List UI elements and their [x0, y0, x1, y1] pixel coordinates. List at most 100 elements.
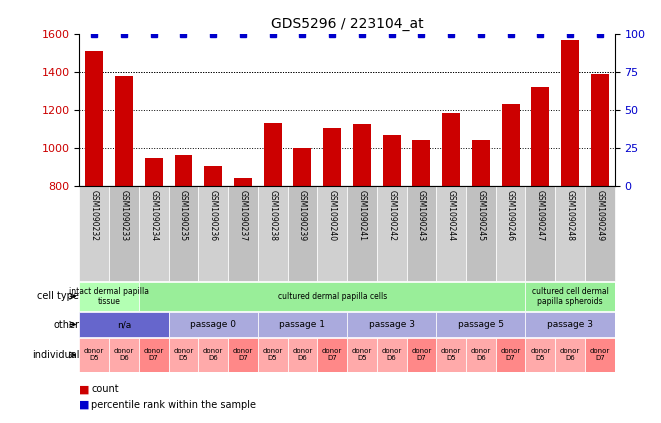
Text: donor
D6: donor D6 — [203, 349, 223, 361]
FancyBboxPatch shape — [79, 282, 139, 311]
Text: donor
D6: donor D6 — [560, 349, 580, 361]
FancyBboxPatch shape — [347, 338, 377, 371]
FancyBboxPatch shape — [347, 312, 436, 337]
FancyBboxPatch shape — [317, 338, 347, 371]
Text: GSM1090238: GSM1090238 — [268, 190, 277, 242]
FancyBboxPatch shape — [436, 312, 525, 337]
FancyBboxPatch shape — [317, 186, 347, 281]
Text: GSM1090243: GSM1090243 — [417, 190, 426, 242]
FancyBboxPatch shape — [198, 186, 228, 281]
FancyBboxPatch shape — [258, 338, 288, 371]
Bar — [234, 178, 252, 186]
Text: cell type: cell type — [38, 291, 79, 301]
Bar — [264, 123, 282, 186]
Text: passage 0: passage 0 — [190, 320, 236, 329]
Text: ■: ■ — [79, 400, 90, 410]
Text: donor
D7: donor D7 — [322, 349, 342, 361]
FancyBboxPatch shape — [79, 312, 169, 337]
Text: GSM1090235: GSM1090235 — [179, 190, 188, 242]
Bar — [561, 41, 579, 186]
Text: passage 5: passage 5 — [458, 320, 504, 329]
Bar — [591, 74, 609, 186]
FancyBboxPatch shape — [585, 338, 615, 371]
FancyBboxPatch shape — [169, 338, 198, 371]
FancyBboxPatch shape — [555, 186, 585, 281]
Bar — [293, 148, 311, 186]
Bar — [85, 51, 103, 186]
FancyBboxPatch shape — [109, 186, 139, 281]
FancyBboxPatch shape — [525, 338, 555, 371]
FancyBboxPatch shape — [436, 338, 466, 371]
Text: GSM1090245: GSM1090245 — [477, 190, 485, 242]
FancyBboxPatch shape — [169, 186, 198, 281]
FancyBboxPatch shape — [139, 186, 169, 281]
Text: donor
D5: donor D5 — [530, 349, 551, 361]
Text: cultured cell dermal
papilla spheroids: cultured cell dermal papilla spheroids — [531, 287, 609, 306]
Bar — [115, 76, 133, 186]
Text: donor
D5: donor D5 — [84, 349, 104, 361]
FancyBboxPatch shape — [258, 186, 288, 281]
Text: GSM1090232: GSM1090232 — [90, 190, 98, 242]
Text: donor
D7: donor D7 — [233, 349, 253, 361]
FancyBboxPatch shape — [139, 338, 169, 371]
FancyBboxPatch shape — [466, 338, 496, 371]
FancyBboxPatch shape — [496, 338, 525, 371]
FancyBboxPatch shape — [585, 186, 615, 281]
FancyBboxPatch shape — [288, 338, 317, 371]
Text: GSM1090240: GSM1090240 — [328, 190, 336, 242]
Text: GSM1090241: GSM1090241 — [358, 190, 366, 242]
Text: GSM1090247: GSM1090247 — [536, 190, 545, 242]
FancyBboxPatch shape — [79, 338, 109, 371]
FancyBboxPatch shape — [377, 338, 407, 371]
Text: GSM1090237: GSM1090237 — [239, 190, 247, 242]
Text: passage 3: passage 3 — [369, 320, 414, 329]
Text: GSM1090236: GSM1090236 — [209, 190, 217, 242]
Text: GSM1090242: GSM1090242 — [387, 190, 396, 242]
FancyBboxPatch shape — [79, 186, 109, 281]
Text: donor
D6: donor D6 — [471, 349, 491, 361]
Bar — [472, 140, 490, 186]
Bar — [323, 128, 341, 186]
FancyBboxPatch shape — [169, 312, 258, 337]
Bar — [353, 124, 371, 186]
FancyBboxPatch shape — [555, 338, 585, 371]
FancyBboxPatch shape — [377, 186, 407, 281]
Bar — [502, 104, 520, 186]
FancyBboxPatch shape — [466, 186, 496, 281]
FancyBboxPatch shape — [139, 282, 525, 311]
Text: percentile rank within the sample: percentile rank within the sample — [91, 400, 256, 410]
Text: donor
D5: donor D5 — [173, 349, 194, 361]
Text: individual: individual — [32, 350, 79, 360]
Text: donor
D6: donor D6 — [114, 349, 134, 361]
FancyBboxPatch shape — [347, 186, 377, 281]
Text: other: other — [54, 319, 79, 330]
FancyBboxPatch shape — [288, 186, 317, 281]
Text: ■: ■ — [79, 385, 90, 394]
Text: donor
D7: donor D7 — [590, 349, 610, 361]
Bar — [531, 87, 549, 186]
Text: donor
D5: donor D5 — [441, 349, 461, 361]
Text: passage 3: passage 3 — [547, 320, 593, 329]
Text: donor
D7: donor D7 — [411, 349, 432, 361]
Text: intact dermal papilla
tissue: intact dermal papilla tissue — [69, 287, 149, 306]
Bar — [145, 158, 163, 186]
FancyBboxPatch shape — [496, 186, 525, 281]
Text: GSM1090249: GSM1090249 — [596, 190, 604, 242]
FancyBboxPatch shape — [525, 186, 555, 281]
Text: GSM1090239: GSM1090239 — [298, 190, 307, 242]
Title: GDS5296 / 223104_at: GDS5296 / 223104_at — [271, 17, 423, 31]
Text: n/a: n/a — [117, 320, 131, 329]
Text: count: count — [91, 385, 119, 394]
FancyBboxPatch shape — [258, 312, 347, 337]
Bar — [383, 135, 401, 186]
Text: donor
D7: donor D7 — [143, 349, 164, 361]
Text: GSM1090244: GSM1090244 — [447, 190, 455, 242]
Text: donor
D5: donor D5 — [262, 349, 283, 361]
FancyBboxPatch shape — [109, 338, 139, 371]
Text: cultured dermal papilla cells: cultured dermal papilla cells — [278, 292, 387, 301]
Text: donor
D5: donor D5 — [352, 349, 372, 361]
Bar — [412, 140, 430, 186]
Text: donor
D6: donor D6 — [381, 349, 402, 361]
Text: GSM1090234: GSM1090234 — [149, 190, 158, 242]
FancyBboxPatch shape — [407, 186, 436, 281]
